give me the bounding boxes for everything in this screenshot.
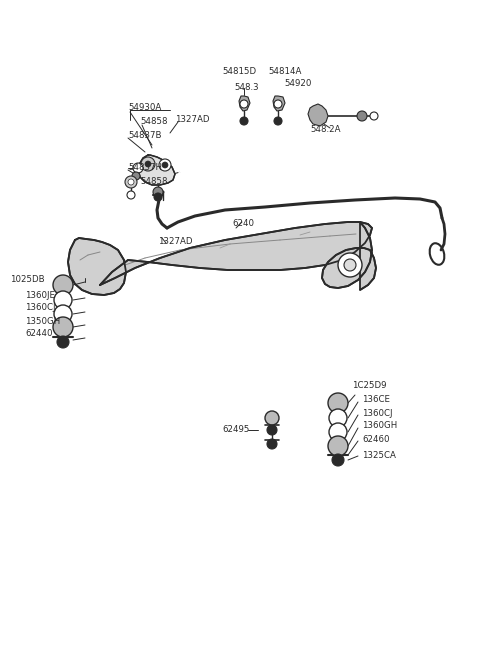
Circle shape <box>159 159 171 171</box>
Text: 54858: 54858 <box>140 177 168 185</box>
Text: 1360CJ: 1360CJ <box>25 304 56 313</box>
Polygon shape <box>308 104 328 126</box>
Text: 62440: 62440 <box>25 330 52 338</box>
Circle shape <box>145 161 151 167</box>
Circle shape <box>328 436 348 456</box>
Circle shape <box>53 275 73 295</box>
Circle shape <box>141 157 155 171</box>
Circle shape <box>133 163 143 173</box>
Circle shape <box>357 111 367 121</box>
Circle shape <box>240 117 248 125</box>
Text: 54920: 54920 <box>284 79 312 89</box>
Text: 62495: 62495 <box>222 426 250 434</box>
Polygon shape <box>138 155 175 185</box>
Text: 136CE: 136CE <box>362 396 390 405</box>
Polygon shape <box>68 238 126 295</box>
Text: 1025DB: 1025DB <box>10 275 45 284</box>
Circle shape <box>267 425 277 435</box>
Circle shape <box>57 336 69 348</box>
Text: 1360CJ: 1360CJ <box>362 409 393 417</box>
Text: 1327AD: 1327AD <box>158 237 192 246</box>
Text: 548.3: 548.3 <box>234 83 259 91</box>
Circle shape <box>127 191 135 199</box>
Circle shape <box>265 411 279 425</box>
Circle shape <box>274 100 282 108</box>
Text: 1325CA: 1325CA <box>362 451 396 459</box>
Circle shape <box>53 317 73 337</box>
Circle shape <box>132 172 140 180</box>
Circle shape <box>240 100 248 108</box>
Circle shape <box>274 117 282 125</box>
Circle shape <box>54 305 72 323</box>
Circle shape <box>125 176 137 188</box>
Circle shape <box>154 193 162 201</box>
Text: 6240: 6240 <box>232 219 254 229</box>
Text: 54837H: 54837H <box>128 164 162 173</box>
Text: 54815D: 54815D <box>222 68 256 76</box>
Text: 54837B: 54837B <box>128 131 161 141</box>
Text: 1360JE: 1360JE <box>25 290 55 300</box>
Text: 62460: 62460 <box>362 434 389 443</box>
Circle shape <box>328 393 348 413</box>
Ellipse shape <box>430 243 444 265</box>
Text: 54930A: 54930A <box>128 104 161 112</box>
Text: 54814A: 54814A <box>268 68 301 76</box>
Polygon shape <box>322 222 376 290</box>
Circle shape <box>332 454 344 466</box>
Circle shape <box>329 423 347 441</box>
Polygon shape <box>100 222 372 285</box>
Circle shape <box>54 291 72 309</box>
Circle shape <box>153 187 163 197</box>
Text: 1327AD: 1327AD <box>175 116 209 124</box>
Text: 1360GH: 1360GH <box>362 422 397 430</box>
Circle shape <box>370 112 378 120</box>
Text: 1350GH: 1350GH <box>25 317 60 325</box>
Circle shape <box>267 439 277 449</box>
Text: 54858: 54858 <box>140 118 168 127</box>
Text: 1C25D9: 1C25D9 <box>352 382 386 390</box>
Circle shape <box>329 409 347 427</box>
Text: 548.2A: 548.2A <box>310 125 340 135</box>
Circle shape <box>338 253 362 277</box>
Circle shape <box>128 179 134 185</box>
Circle shape <box>344 259 356 271</box>
Polygon shape <box>239 96 250 111</box>
Circle shape <box>162 162 168 168</box>
Polygon shape <box>273 96 285 111</box>
